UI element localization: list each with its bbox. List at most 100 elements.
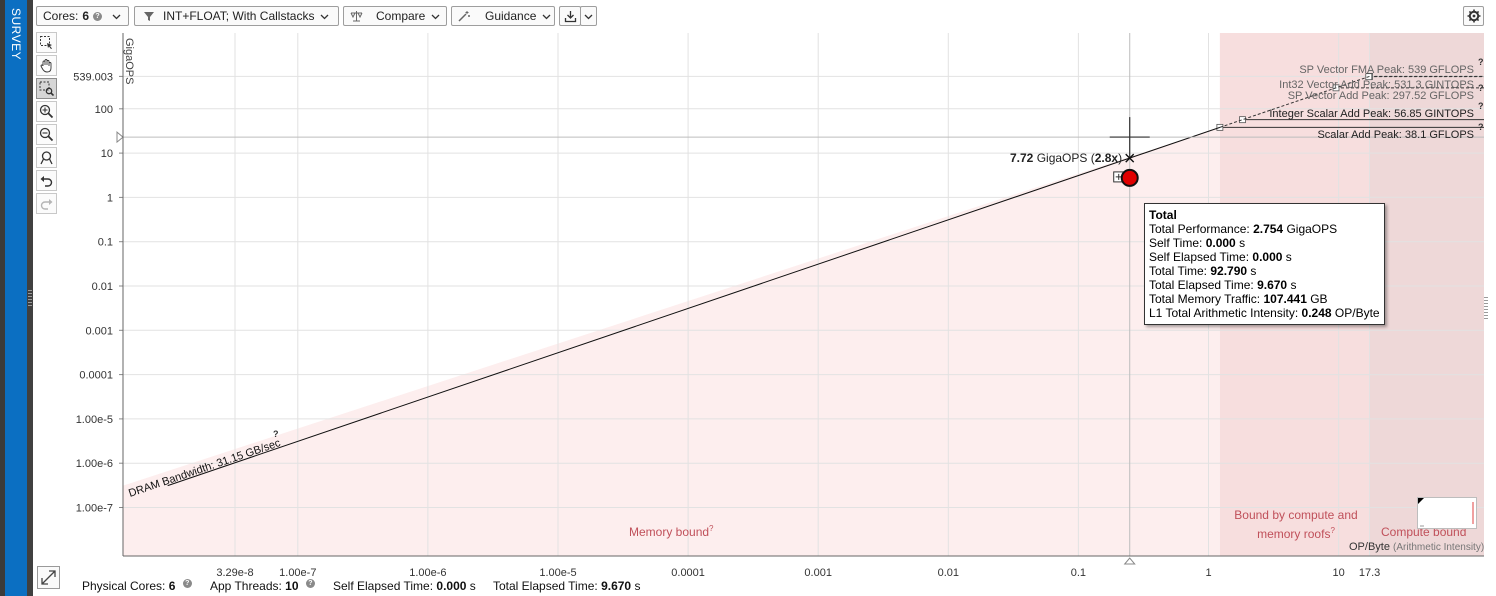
x-tick-label: 3.29e-8: [216, 567, 253, 579]
pan-tool[interactable]: [36, 55, 57, 76]
crosshair-unit: GigaOPS: [1036, 151, 1088, 165]
plus-icon: [1115, 173, 1122, 180]
x-tick-label: 1.00e-6: [409, 567, 446, 579]
filter-icon: [144, 11, 154, 21]
roof-label: Integer Scalar Add Peak: 56.85 GINTOPS: [1269, 108, 1474, 120]
compare-label: Compare: [376, 9, 426, 23]
tooltip-row: Total Time: 92.790 s: [1149, 264, 1257, 278]
help-icon[interactable]: ?: [93, 11, 103, 21]
x-axis-label: OP/Byte (Arithmetic Intensity): [1349, 541, 1484, 553]
select-region-tool[interactable]: [36, 32, 57, 53]
undo-icon: [40, 176, 53, 187]
tooltip-row: Self Elapsed Time: 0.000 s: [1149, 250, 1292, 264]
expand-icon: [41, 570, 56, 585]
bandwidth-roof-extension: [1219, 75, 1370, 128]
roof-help-icon: ?: [1478, 122, 1484, 132]
fit-view-tool[interactable]: [36, 147, 57, 168]
help-icon[interactable]: ?: [305, 579, 315, 588]
tooltip-row: L1 Total Arithmetic Intensity: 0.248 OP/…: [1149, 306, 1380, 320]
survey-side-tab[interactable]: SURVEY: [5, 0, 27, 596]
guidance-dropdown[interactable]: Guidance: [451, 6, 555, 26]
y-tick-label: 1: [107, 192, 113, 204]
filter-label: INT+FLOAT; With Callstacks: [163, 9, 315, 23]
data-point-total: [1120, 168, 1139, 187]
crosshair-value: 7.72: [1010, 151, 1034, 165]
plot-background: [123, 33, 1220, 556]
fit-view-icon: [40, 151, 53, 165]
roof-handle: [1216, 123, 1224, 131]
x-tick-label: 0.1: [1071, 567, 1086, 579]
x-tick-label: 0.001: [804, 567, 832, 579]
point-tooltip: Total Total Performance: 2.754 GigaOPS S…: [1144, 203, 1385, 325]
roof-handle: [1239, 116, 1246, 124]
export-button[interactable]: [559, 6, 581, 26]
zoom-region-tool[interactable]: [36, 78, 57, 99]
undo-tool[interactable]: [36, 170, 57, 191]
memory-bound-region: [123, 127, 1220, 556]
x-tick-label: 0.01: [938, 567, 959, 579]
redo-icon: [40, 199, 53, 210]
compute-bound-region: [1369, 33, 1484, 556]
zoom-out-icon: [39, 127, 54, 142]
roof-help-icon: ?: [1478, 57, 1484, 67]
tooltip-row: Self Time: 0.000 s: [1149, 236, 1246, 250]
chevron-down-icon: [542, 14, 551, 19]
y-tick-label: 0.0001: [79, 370, 113, 382]
crosshair-readout: 7.72 GigaOPS (2.8x): [1010, 151, 1123, 165]
x-tick-label: 1: [1205, 567, 1211, 579]
export-icon: [564, 10, 576, 22]
chevron-down-icon: [321, 14, 329, 19]
export-dropdown-button[interactable]: [580, 6, 597, 26]
x-axis-unit: OP/Byte: [1349, 541, 1390, 553]
tooltip-row: Total Elapsed Time: 9.670 s: [1149, 278, 1297, 292]
expand-point-toggle: [1113, 171, 1125, 183]
compare-dropdown[interactable]: Compare: [343, 6, 447, 26]
zoom-region-icon: [39, 81, 54, 96]
splitter-grip[interactable]: [28, 290, 32, 306]
minimap-preview: [1418, 498, 1474, 527]
y-tick-label: 10: [101, 148, 113, 160]
status-self-elapsed: Self Elapsed Time: 0.000 s: [333, 579, 476, 593]
settings-gear-icon: [1467, 9, 1480, 23]
y-tick-label: 0.001: [85, 325, 113, 337]
y-tick-label: 0.01: [92, 281, 113, 293]
left-window-edge: [0, 0, 5, 596]
y-tick-label: 100: [95, 104, 113, 116]
status-physical-cores: Physical Cores: 6 ?: [82, 579, 192, 593]
roof-label: Int32 Vector Add Peak: 531.3 GINTOPS: [1279, 79, 1474, 91]
tooltip-row: Total Performance: 2.754 GigaOPS: [1149, 222, 1338, 236]
status-app-threads: App Threads: 10 ?: [210, 579, 315, 593]
crosshair-ratio: 2.8x: [1094, 151, 1119, 165]
filter-dropdown[interactable]: INT+FLOAT; With Callstacks: [134, 6, 339, 26]
roof-label: Scalar Add Peak: 38.1 GFLOPS: [1317, 129, 1474, 141]
right-splitter-grip[interactable]: [1484, 297, 1488, 319]
y-tick-label: 539.003: [73, 71, 113, 83]
region-label-mixed-bound: Bound by compute and memory roofs?: [1234, 508, 1358, 541]
select-region-icon: [40, 36, 52, 49]
cores-label: Cores:: [43, 9, 79, 23]
y-tick-label: 1.00e-6: [76, 458, 113, 470]
bandwidth-roof-label: DRAM Bandwidth: 31.15 GB/sec: [127, 437, 282, 500]
zoom-in-icon: [39, 104, 54, 119]
settings-button[interactable]: [1463, 6, 1484, 26]
cores-value: 6: [82, 9, 90, 23]
chevron-down-icon: [584, 14, 593, 19]
guidance-label: Guidance: [485, 9, 537, 23]
zoom-out-tool[interactable]: [36, 124, 57, 145]
y-tick-label: 1.00e-5: [76, 414, 113, 426]
redo-tool[interactable]: [36, 193, 57, 214]
cores-dropdown[interactable]: Cores: 6 ?: [36, 6, 129, 26]
compare-scale-icon: [350, 11, 363, 22]
minimap[interactable]: [1417, 497, 1477, 529]
roof-label: SP Vector Add Peak: 297.52 GFLOPS: [1288, 90, 1474, 102]
y-axis-marker: [116, 131, 124, 144]
help-icon[interactable]: ?: [182, 579, 192, 588]
y-tick-label: 0.1: [98, 237, 113, 249]
dram-bandwidth-roof: [167, 126, 1221, 487]
x-tick-label: 17.3: [1359, 567, 1380, 579]
x-tick-label: 10: [1332, 567, 1344, 579]
zoom-in-tool[interactable]: [36, 101, 57, 122]
expand-button[interactable]: [37, 566, 60, 589]
x-tick-label: 1.00e-7: [279, 567, 316, 579]
x-tick-label: 1.00e-5: [539, 567, 576, 579]
